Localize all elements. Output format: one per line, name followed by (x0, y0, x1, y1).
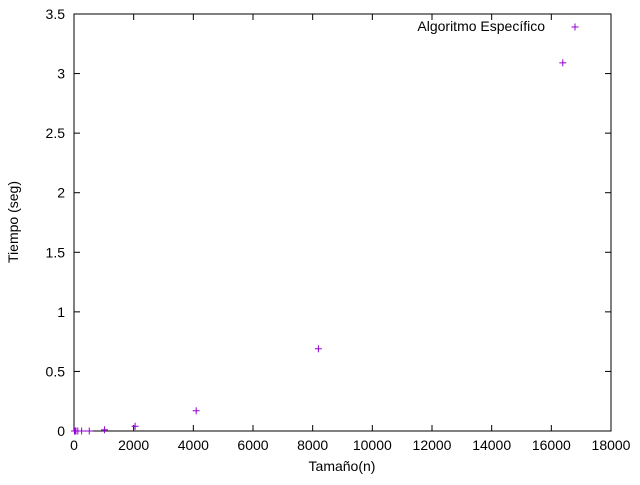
y-tick-label: 0.5 (46, 363, 66, 379)
x-tick-label: 16000 (532, 437, 571, 453)
plot-frame (73, 13, 612, 432)
y-axis-ticks: 0 0.5 1 1.5 2 2.5 3 3.5 (46, 6, 611, 439)
y-axis-label: Tiempo (seg) (5, 181, 21, 263)
data-points (70, 59, 567, 435)
y-tick-label: 3.5 (46, 6, 66, 22)
data-point (192, 407, 200, 415)
x-tick-label: 14000 (472, 437, 511, 453)
legend-marker (571, 23, 579, 31)
x-tick-label: 10000 (353, 437, 392, 453)
legend-label: Algoritmo Específico (417, 18, 545, 34)
x-tick-label: 2000 (118, 437, 149, 453)
legend: Algoritmo Específico (417, 18, 579, 34)
x-tick-label: 18000 (592, 437, 631, 453)
x-axis-label: Tamaño(n) (309, 458, 376, 474)
y-tick-label: 1.5 (46, 244, 66, 260)
data-point (559, 59, 567, 67)
y-tick-label: 3 (57, 66, 65, 82)
y-tick-label: 0 (57, 423, 65, 439)
y-tick-label: 2.5 (46, 125, 66, 141)
data-point (101, 426, 109, 434)
x-tick-label: 4000 (178, 437, 209, 453)
x-tick-label: 6000 (237, 437, 268, 453)
x-tick-label: 0 (70, 437, 78, 453)
data-point (314, 345, 322, 353)
data-point (85, 427, 93, 435)
data-point (131, 422, 139, 430)
x-tick-label: 8000 (297, 437, 328, 453)
x-tick-label: 12000 (413, 437, 452, 453)
y-tick-label: 2 (57, 185, 65, 201)
data-point (78, 427, 86, 435)
y-tick-label: 1 (57, 304, 65, 320)
x-axis-ticks: 0 2000 4000 6000 8000 10000 12000 14000 16000 180… (70, 14, 631, 453)
legend-marker-symbol (571, 23, 579, 31)
